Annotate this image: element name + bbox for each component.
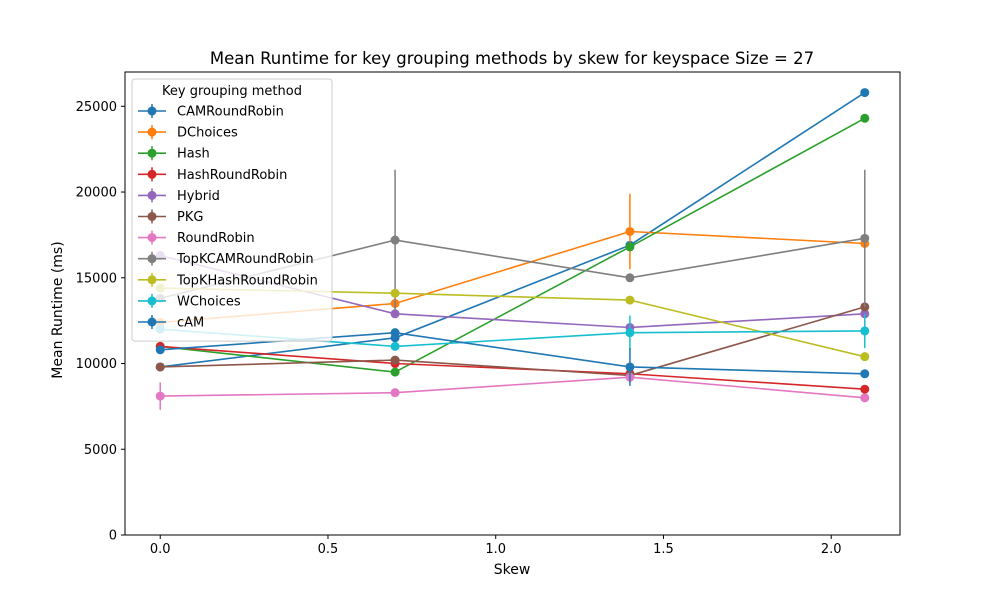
legend-label: Hybrid (177, 189, 220, 204)
legend-item: HashRoundRobin (138, 167, 287, 183)
legend-marker (147, 317, 157, 327)
y-tick-label: 20000 (76, 186, 117, 201)
data-point (390, 341, 400, 351)
y-tick-label: 15000 (76, 271, 117, 286)
legend: Key grouping method CAMRoundRobin DChoices… (131, 78, 333, 342)
data-point (860, 393, 870, 403)
legend-marker (147, 148, 157, 158)
legend-label: CAMRoundRobin (177, 105, 284, 120)
data-point (625, 242, 635, 252)
data-point (860, 88, 870, 98)
legend-marker (147, 275, 157, 285)
data-point (390, 309, 400, 319)
x-tick-label: 2.0 (821, 542, 842, 557)
data-point (625, 328, 635, 338)
legend-marker (147, 296, 157, 306)
legend-label: RoundRobin (177, 231, 255, 246)
data-point (625, 362, 635, 372)
legend-item: DChoices (138, 125, 238, 141)
axes-frame (124, 71, 901, 536)
y-tick-label: 5000 (84, 443, 117, 458)
data-point (860, 352, 870, 362)
x-tick-label: 0.5 (318, 542, 339, 557)
legend-item: RoundRobin (138, 230, 255, 246)
data-point (390, 367, 400, 377)
legend-item: Hash (138, 146, 210, 162)
legend-label: Hash (177, 147, 210, 162)
axes: 0.0 0.5 1.0 1.5 2.0 0 5000 10000 15000 20000 25000 (76, 71, 901, 557)
x-axis-label: Skew (494, 562, 531, 578)
data-point (390, 328, 400, 338)
legend-marker (147, 190, 157, 200)
legend-box (131, 78, 333, 342)
legend-label: cAM (177, 316, 204, 331)
series-line (160, 376, 865, 399)
data-point (155, 362, 165, 372)
legend-marker (147, 127, 157, 137)
legend-item: PKG (138, 209, 203, 225)
data-point (390, 288, 400, 298)
series-line (160, 306, 866, 377)
chart-title: Mean Runtime for key grouping methods by… (210, 49, 814, 68)
legend-marker (147, 233, 157, 243)
legend-item: TopKCAMRoundRobin (138, 251, 314, 267)
data-point (155, 391, 165, 401)
legend-title: Key grouping method (162, 84, 302, 99)
y-tick-label: 10000 (76, 357, 117, 372)
y-axis-label: Mean Runtime (ms) (50, 241, 66, 378)
legend-label: DChoices (177, 126, 238, 141)
legend-label: TopKHashRoundRobin (176, 273, 318, 288)
legend-item: WChoices (138, 293, 241, 309)
x-tick-label: 1.5 (653, 542, 674, 557)
series-line (160, 91, 866, 368)
legend-marker (147, 106, 157, 116)
data-point (625, 295, 635, 305)
legend-item: TopKHashRoundRobin (138, 272, 318, 288)
legend-label: WChoices (177, 294, 241, 309)
legend-item: Hybrid (138, 188, 220, 204)
data-point (625, 226, 635, 236)
legend-label: PKG (177, 210, 203, 225)
data-point (860, 326, 870, 336)
legend-label: HashRoundRobin (177, 168, 287, 183)
plot-area (155, 88, 870, 410)
series-line (160, 117, 866, 373)
y-tick-label: 0 (109, 529, 117, 544)
y-tick-label: 25000 (76, 100, 117, 115)
data-point (860, 113, 870, 123)
legend-item: CAMRoundRobin (138, 104, 284, 120)
data-point (390, 235, 400, 245)
legend-marker (147, 254, 157, 264)
data-point (860, 369, 870, 379)
x-tick-label: 0.0 (150, 542, 171, 557)
series-line (160, 345, 865, 390)
data-point (390, 355, 400, 365)
legend-marker (147, 169, 157, 179)
data-point (860, 233, 870, 243)
legend-marker (147, 212, 157, 221)
data-point (625, 273, 635, 283)
data-point (390, 388, 400, 398)
legend-item: cAM (138, 315, 204, 331)
data-point (860, 384, 870, 394)
x-tick-label: 1.0 (485, 542, 506, 557)
legend-label: TopKCAMRoundRobin (176, 252, 314, 267)
data-point (155, 345, 165, 355)
